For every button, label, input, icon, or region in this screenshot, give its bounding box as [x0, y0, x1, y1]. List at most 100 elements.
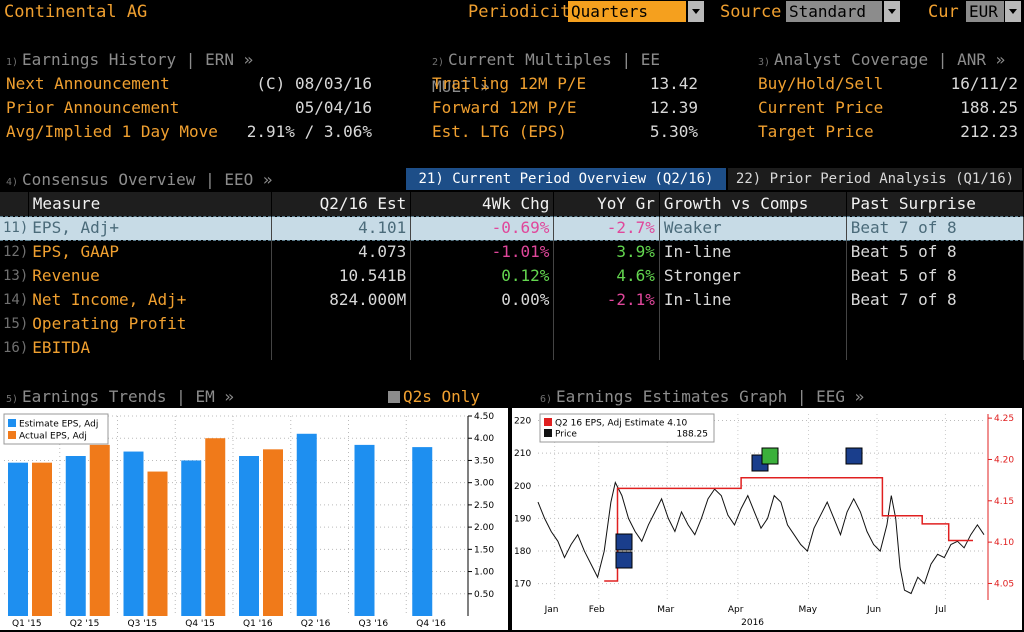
col-growth-vs-comps[interactable]: Growth vs Comps [659, 192, 847, 216]
currency-select[interactable]: EUR [966, 1, 1004, 22]
left-tick-label: 200 [514, 482, 531, 492]
source-dropdown-icon[interactable] [884, 1, 900, 22]
x-tick-label: Q3 '15 [128, 619, 158, 629]
col-estimate[interactable]: Q2/16 Est [271, 192, 412, 216]
x-tick-label: Jun [866, 605, 881, 615]
x-tick-label: Q1 '15 [12, 619, 42, 629]
legend-swatch-price [544, 429, 552, 437]
current-multiples-header[interactable]: 2) Current Multiples | EE MULT » [432, 50, 660, 96]
y-tick-label: 3.50 [474, 456, 494, 466]
estimate-bar[interactable] [412, 447, 433, 616]
x-tick-label: Jan [544, 605, 559, 615]
col-past-surprise[interactable]: Past Surprise [846, 192, 1024, 216]
estimate-bar[interactable] [8, 462, 28, 616]
earnings-event-marker[interactable] [615, 533, 633, 551]
y-tick-label: 2.00 [474, 523, 494, 533]
actual-bar[interactable] [32, 462, 52, 616]
estimate-bar[interactable] [354, 444, 375, 616]
y-tick-label: 3.00 [474, 479, 494, 489]
earnings-trends-header[interactable]: 5) Earnings Trends | EM » [6, 387, 234, 406]
prior-announcement-row: Prior Announcement 05/04/16 [6, 98, 372, 117]
source-label: Source [720, 2, 782, 22]
col-measure[interactable]: Measure [28, 192, 272, 216]
line-chart-grid [538, 414, 984, 600]
legend-swatch-actual [8, 431, 16, 439]
y-tick-label: 1.50 [474, 545, 494, 555]
dividend-event-marker[interactable] [761, 447, 779, 465]
left-tick-label: 210 [514, 449, 531, 459]
forward-pe-row: Forward 12M P/E 12.39 [432, 98, 698, 117]
x-tick-label: Jul [934, 605, 946, 615]
y-tick-label: 0.50 [474, 590, 494, 600]
company-name: Continental AG [4, 2, 148, 22]
table-row[interactable]: 12) EPS, GAAP 4.073 -1.01% 3.9% In-line … [0, 240, 1024, 264]
estimate-bar[interactable] [181, 460, 202, 616]
x-tick-label: Q4 '16 [416, 619, 446, 629]
currency-dropdown-icon[interactable] [1005, 1, 1021, 22]
col-yoy-gr[interactable]: YoY Gr [553, 192, 660, 216]
event-markers [615, 447, 863, 569]
earnings-history-header[interactable]: 1) Earnings History | ERN » [6, 50, 254, 69]
line-chart-axis: 220 210 200 190 180 170 4.25 4.20 4.15 4.10 4.05 Ja… [514, 414, 1014, 628]
table-header-row: Measure Q2/16 Est 4Wk Chg YoY Gr Growth … [0, 192, 1024, 216]
left-tick-label: 170 [514, 580, 531, 590]
estimate-bar[interactable] [296, 433, 317, 616]
actual-bar[interactable] [263, 449, 283, 616]
earnings-trends-chart: 4.50 4.00 3.50 3.00 2.50 2.00 1.50 1.00 0.50 Q1 '… [0, 408, 508, 630]
bar-chart-bars [8, 433, 433, 616]
actual-bar[interactable] [205, 438, 226, 616]
earnings-estimates-header[interactable]: 6) Earnings Estimates Graph | EEG » [540, 387, 865, 406]
right-tick-label: 4.20 [994, 455, 1014, 465]
x-tick-label: Feb [589, 605, 605, 615]
legend-estimate-label: Estimate EPS, Adj [19, 420, 98, 430]
source-select[interactable]: Standard [786, 1, 882, 22]
left-tick-label: 190 [514, 514, 531, 524]
est-ltg-row: Est. LTG (EPS) 5.30% [432, 122, 698, 141]
bar-chart-axis: 4.50 4.00 3.50 3.00 2.50 2.00 1.50 1.00 0.50 Q1 '… [12, 412, 494, 629]
legend-estimate-label: Q2 16 EPS, Adj Estimate 4.10 [555, 419, 688, 429]
currency-label: Cur [928, 2, 959, 22]
x-year-label: 2016 [741, 618, 764, 628]
periodicity-dropdown-icon[interactable] [688, 1, 704, 22]
y-tick-label: 1.00 [474, 568, 494, 578]
actual-bar[interactable] [147, 471, 168, 616]
q2s-only-checkbox[interactable] [388, 391, 400, 403]
estimate-line[interactable] [604, 476, 973, 582]
price-line[interactable] [537, 481, 985, 595]
earnings-history-section: 1) Earnings History | ERN » Next Announce… [6, 48, 372, 144]
earnings-event-marker[interactable] [845, 447, 863, 465]
consensus-header[interactable]: 4) Consensus Overview | EEO » [6, 170, 273, 189]
current-multiples-section: 2) Current Multiples | EE MULT » Trailing… [432, 48, 698, 144]
earnings-event-marker[interactable] [615, 551, 633, 569]
table-row[interactable]: 14) Net Income, Adj+ 824.000M 0.00% -2.1… [0, 288, 1024, 312]
tab-prior-period[interactable]: 22) Prior Period Analysis (Q1/16) [728, 168, 1022, 190]
legend-price-value: 188.25 [677, 430, 709, 440]
table-row[interactable]: 11) EPS, Adj+ 4.101 -0.69% -2.7% Weaker … [0, 215, 1024, 241]
legend-swatch-estimate [8, 419, 16, 427]
right-tick-label: 4.10 [994, 538, 1014, 548]
periodicity-select[interactable]: Quarters [568, 1, 686, 22]
estimate-bar[interactable] [65, 456, 86, 616]
actual-bar[interactable] [89, 444, 110, 616]
q2s-only-label[interactable]: Q2s Only [403, 387, 481, 406]
legend-price-label: Price [555, 430, 577, 440]
y-tick-label: 2.50 [474, 501, 494, 511]
table-row[interactable]: 16) EBITDA [0, 336, 1024, 360]
analyst-coverage-header[interactable]: 3) Analyst Coverage | ANR » [758, 50, 1006, 69]
consensus-table: Measure Q2/16 Est 4Wk Chg YoY Gr Growth … [0, 192, 1024, 360]
x-tick-label: Mar [657, 605, 674, 615]
periodicity-label: Periodicity [468, 2, 581, 22]
legend-actual-label: Actual EPS, Adj [19, 432, 87, 442]
current-price-row: Current Price 188.25 [758, 98, 1018, 117]
x-tick-label: Q3 '16 [359, 619, 389, 629]
analyst-coverage-section: 3) Analyst Coverage | ANR » Buy/Hold/Sell… [758, 48, 1018, 144]
earnings-estimates-chart: 220 210 200 190 180 170 4.25 4.20 4.15 4.10 4.05 Ja… [512, 408, 1022, 630]
col-4wk-chg[interactable]: 4Wk Chg [410, 192, 555, 216]
estimate-bar[interactable] [239, 456, 259, 616]
table-row[interactable]: 13) Revenue 10.541B 0.12% 4.6% Stronger … [0, 264, 1024, 288]
table-row[interactable]: 15) Operating Profit [0, 312, 1024, 336]
next-announcement-row: Next Announcement (C) 08/03/16 [6, 74, 372, 93]
tab-current-period[interactable]: 21) Current Period Overview (Q2/16) [406, 168, 726, 190]
trailing-pe-row: Trailing 12M P/E 13.42 [432, 74, 698, 93]
estimate-bar[interactable] [123, 451, 144, 616]
